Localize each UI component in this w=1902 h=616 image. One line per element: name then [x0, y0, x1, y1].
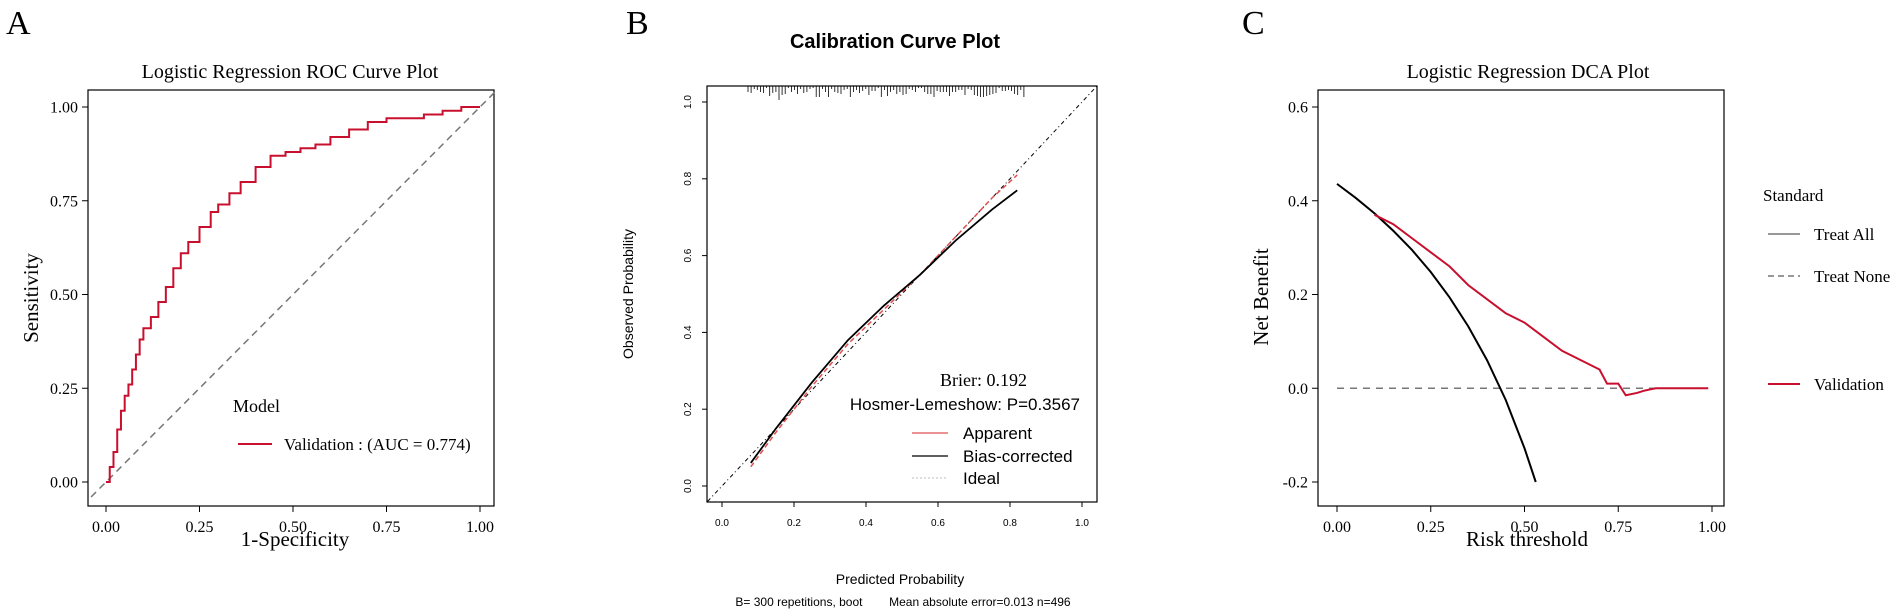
calibration-legend-apparent: Apparent: [963, 424, 1032, 443]
dca-y-tick-label: 0.6: [1288, 100, 1308, 117]
roc-legend-label: Validation : (AUC = 0.774): [284, 435, 471, 454]
dca-x-tick-label: 0.75: [1604, 519, 1632, 536]
dca-legend-treat-none: Treat None: [1814, 267, 1890, 286]
dca-legend-treat-all: Treat All: [1814, 225, 1875, 244]
calibration-bias-corrected-curve: [750, 189, 1018, 464]
calibration-y-tick-label: 0.6: [683, 248, 694, 262]
calibration-title: Calibration Curve Plot: [790, 31, 1000, 53]
dca-y-tick-label: -0.2: [1283, 475, 1308, 492]
panel-a: A Logistic Regression ROC Curve Plot 0.0…: [6, 5, 496, 551]
calibration-x-tick-label: 0.8: [1003, 518, 1017, 529]
panel-c: C Logistic Regression DCA Plot 0.00 0.25 0…: [1242, 5, 1890, 551]
calibration-axis-ticks: 0.0 0.2 0.4 0.6 0.8 1.0 0.0 0.2 0.4 0.6 0.8 1.0: [683, 95, 1089, 529]
roc-x-tick-label: 0.25: [186, 519, 214, 536]
calibration-y-tick-label: 0.4: [683, 325, 694, 339]
calibration-ideal-line: [707, 86, 1097, 502]
calibration-apparent-curve: [750, 174, 1018, 468]
calibration-footer: B= 300 repetitions, boot Mean absolute e…: [735, 595, 1071, 609]
panel-label-b: B: [626, 5, 649, 42]
roc-x-tick-label: 1.00: [466, 519, 494, 536]
dca-x-tick-label: 0.50: [1511, 519, 1539, 536]
dca-plot-frame: [1317, 89, 1725, 507]
dca-legend-validation: Validation: [1814, 375, 1884, 394]
dca-axis-ticks: 0.00 0.25 0.50 0.75 1.00 -0.2 0.0 0.2 0.4 0.6: [1283, 100, 1726, 536]
calibration-brier: Brier: 0.192: [940, 370, 1027, 390]
roc-x-tick-label: 0.75: [373, 519, 401, 536]
roc-x-label: 1-Specificity: [241, 527, 350, 551]
roc-x-tick-label: 0.00: [92, 519, 120, 536]
panel-label-a: A: [6, 5, 31, 42]
dca-legend-title: Standard: [1763, 186, 1824, 205]
calibration-x-tick-label: 0.4: [859, 518, 873, 529]
calibration-y-tick-label: 0.0: [683, 479, 694, 493]
roc-title: Logistic Regression ROC Curve Plot: [142, 61, 439, 83]
roc-y-tick-label: 1.00: [50, 100, 78, 117]
calibration-x-tick-label: 0.6: [931, 518, 945, 529]
roc-legend-title: Model: [233, 396, 280, 416]
roc-validation-curve: [106, 106, 480, 483]
dca-title: Logistic Regression DCA Plot: [1407, 61, 1650, 83]
panel-b: B Calibration Curve Plot 0.0 0.2 0.4 0.6 0.8…: [620, 5, 1098, 609]
roc-y-tick-label: 0.25: [50, 381, 78, 398]
roc-x-tick-label: 0.50: [279, 519, 307, 536]
calibration-legend-ideal: Ideal: [963, 469, 1000, 488]
roc-y-tick-label: 0.75: [50, 193, 78, 210]
calibration-legend-bias-corrected: Bias-corrected: [963, 447, 1073, 466]
calibration-y-label: Observed Probability: [620, 229, 636, 359]
dca-y-tick-label: 0.4: [1288, 193, 1308, 210]
dca-x-tick-label: 0.25: [1417, 519, 1445, 536]
calibration-y-tick-label: 0.2: [683, 402, 694, 416]
roc-axis-ticks: 0.00 0.25 0.50 0.75 1.00 0.00 0.25 0.50 0.75 1.00: [50, 100, 494, 536]
calibration-x-label: Predicted Probability: [836, 571, 964, 587]
calibration-rug-marks: [747, 86, 1025, 100]
roc-y-tick-label: 0.50: [50, 287, 78, 304]
dca-x-tick-label: 0.00: [1323, 519, 1351, 536]
panel-label-c: C: [1242, 5, 1265, 42]
calibration-x-tick-label: 1.0: [1075, 518, 1089, 529]
dca-x-tick-label: 1.00: [1698, 519, 1726, 536]
roc-plot-frame: [87, 89, 495, 507]
roc-y-tick-label: 0.00: [50, 475, 78, 492]
dca-validation-curve: [1374, 213, 1709, 397]
calibration-y-tick-label: 0.8: [683, 171, 694, 185]
calibration-y-tick-label: 1.0: [683, 95, 694, 109]
calibration-x-tick-label: 0.2: [787, 518, 801, 529]
calibration-x-tick-label: 0.0: [715, 518, 729, 529]
dca-treat-all-curve: [1336, 183, 1537, 483]
calibration-hosmer-lemeshow: Hosmer-Lemeshow: P=0.3567: [850, 395, 1080, 414]
dca-x-label: Risk threshold: [1466, 527, 1588, 551]
dca-y-label: Net Benefit: [1249, 248, 1273, 346]
calibration-plot-frame: [706, 85, 1098, 503]
roc-y-label: Sensitivity: [19, 253, 43, 343]
dca-y-tick-label: 0.0: [1288, 381, 1308, 398]
dca-y-tick-label: 0.2: [1288, 287, 1308, 304]
